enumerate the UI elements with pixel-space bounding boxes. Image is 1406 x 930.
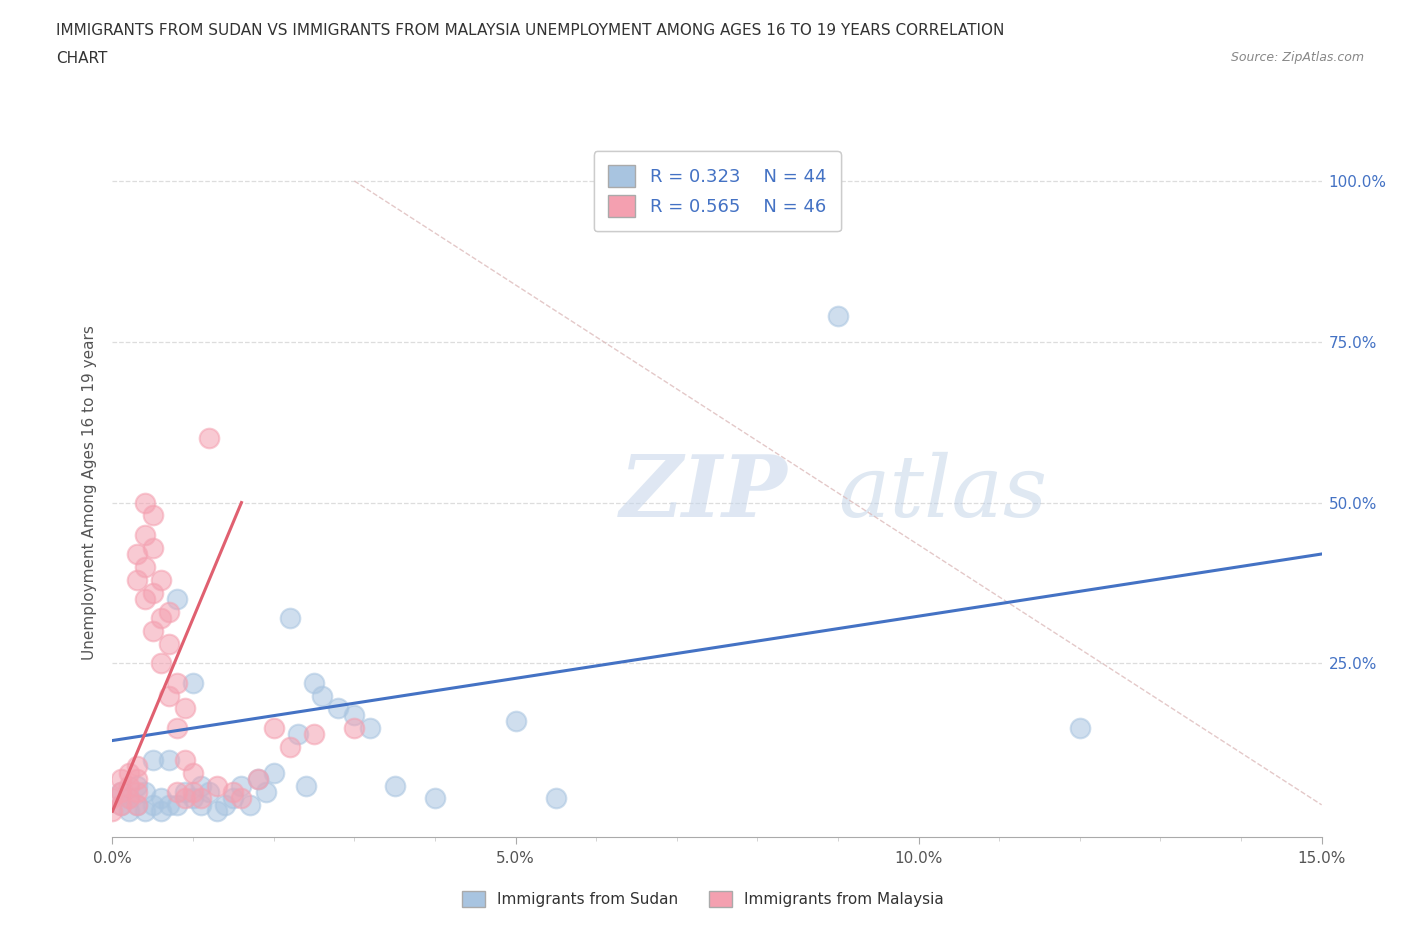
Point <box>142 585 165 600</box>
Point <box>207 804 229 818</box>
Text: atlas: atlas <box>838 452 1047 534</box>
Point <box>101 791 124 806</box>
Point <box>110 797 132 812</box>
Point <box>142 540 165 555</box>
Point <box>157 752 180 767</box>
Point <box>149 611 172 626</box>
Point <box>125 772 148 787</box>
Point <box>149 572 172 587</box>
Point <box>231 791 253 806</box>
Point <box>231 778 253 793</box>
Point <box>142 624 165 639</box>
Point <box>207 778 229 793</box>
Point <box>157 797 180 812</box>
Point <box>101 804 124 818</box>
Point <box>302 726 325 741</box>
Point <box>198 785 221 800</box>
Legend: R = 0.323    N = 44, R = 0.565    N = 46: R = 0.323 N = 44, R = 0.565 N = 46 <box>593 151 841 232</box>
Point <box>505 714 527 729</box>
Point <box>134 527 156 542</box>
Point <box>198 431 221 445</box>
Point <box>166 720 188 735</box>
Point <box>149 791 172 806</box>
Point <box>190 778 212 793</box>
Point <box>181 785 204 800</box>
Point <box>174 701 197 716</box>
Point <box>125 572 148 587</box>
Point <box>246 772 269 787</box>
Point <box>328 701 350 716</box>
Point <box>157 604 180 619</box>
Point <box>181 765 204 780</box>
Point <box>117 791 139 806</box>
Point <box>134 560 156 575</box>
Point <box>134 591 156 606</box>
Point <box>295 778 318 793</box>
Point <box>311 688 333 703</box>
Point <box>125 797 148 812</box>
Point <box>190 797 212 812</box>
Legend: Immigrants from Sudan, Immigrants from Malaysia: Immigrants from Sudan, Immigrants from M… <box>456 884 950 913</box>
Point <box>238 797 260 812</box>
Point <box>166 797 188 812</box>
Point <box>125 785 148 800</box>
Point <box>110 785 132 800</box>
Point <box>117 804 139 818</box>
Point <box>125 547 148 562</box>
Point <box>384 778 406 793</box>
Point <box>134 785 156 800</box>
Text: IMMIGRANTS FROM SUDAN VS IMMIGRANTS FROM MALAYSIA UNEMPLOYMENT AMONG AGES 16 TO : IMMIGRANTS FROM SUDAN VS IMMIGRANTS FROM… <box>56 23 1005 38</box>
Point <box>181 791 204 806</box>
Point <box>117 791 139 806</box>
Point <box>287 726 309 741</box>
Point <box>166 591 188 606</box>
Point <box>302 675 325 690</box>
Point <box>117 765 139 780</box>
Point <box>142 797 165 812</box>
Point <box>134 495 156 510</box>
Point <box>1069 720 1091 735</box>
Point <box>134 804 156 818</box>
Point <box>174 752 197 767</box>
Point <box>181 675 204 690</box>
Text: CHART: CHART <box>56 51 108 66</box>
Point <box>214 797 236 812</box>
Point <box>125 759 148 774</box>
Point <box>125 797 148 812</box>
Point <box>343 708 366 723</box>
Point <box>174 785 197 800</box>
Point <box>142 752 165 767</box>
Point <box>222 785 245 800</box>
Point <box>222 791 245 806</box>
Y-axis label: Unemployment Among Ages 16 to 19 years: Unemployment Among Ages 16 to 19 years <box>82 326 97 660</box>
Point <box>157 637 180 652</box>
Point <box>149 804 172 818</box>
Point <box>166 675 188 690</box>
Point <box>174 791 197 806</box>
Point <box>110 772 132 787</box>
Point <box>359 720 381 735</box>
Point <box>117 778 139 793</box>
Point <box>246 772 269 787</box>
Point <box>827 309 849 324</box>
Point <box>166 785 188 800</box>
Point <box>278 611 301 626</box>
Point <box>157 688 180 703</box>
Point <box>263 765 285 780</box>
Point <box>110 797 132 812</box>
Point <box>149 656 172 671</box>
Point <box>125 778 148 793</box>
Text: Source: ZipAtlas.com: Source: ZipAtlas.com <box>1230 51 1364 64</box>
Point <box>544 791 567 806</box>
Point <box>278 739 301 754</box>
Point <box>343 720 366 735</box>
Point <box>142 508 165 523</box>
Point <box>254 785 277 800</box>
Point <box>423 791 446 806</box>
Point <box>263 720 285 735</box>
Text: ZIP: ZIP <box>620 451 789 535</box>
Point <box>110 785 132 800</box>
Point <box>190 791 212 806</box>
